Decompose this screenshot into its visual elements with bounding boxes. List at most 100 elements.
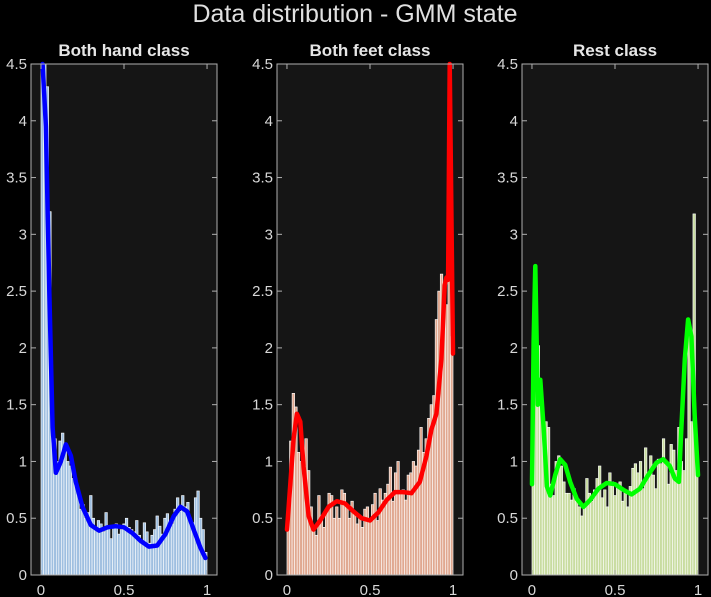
histogram-bar — [628, 486, 632, 576]
y-tick-label: 4.5 — [252, 56, 273, 73]
histogram-bar — [651, 474, 655, 576]
y-tick-label: 1 — [265, 453, 273, 470]
histogram-bar — [605, 506, 609, 576]
histogram-bar — [695, 461, 699, 576]
subplot-title: Both hand class — [58, 41, 189, 60]
histogram-bar — [404, 499, 408, 576]
subplot-2: 0 0.5 1 1.5 2 2.5 3 3.5 4 4.5 0 0.5 1 Both feet class — [252, 41, 464, 597]
histogram-bar — [312, 527, 316, 576]
histogram-bar — [104, 512, 108, 576]
histogram-bar — [296, 452, 301, 576]
histogram-bar — [409, 472, 413, 576]
histogram-bar — [168, 527, 172, 576]
x-tick-label: 0.5 — [114, 582, 135, 597]
histogram-bar — [163, 517, 167, 576]
histogram-bar — [112, 524, 116, 576]
y-tick-label: 1.5 — [252, 397, 273, 414]
histogram-bar — [406, 474, 410, 576]
histogram-bar — [135, 520, 139, 576]
histogram-bar — [603, 489, 607, 576]
histogram-bar — [347, 517, 352, 576]
histogram-bar — [608, 472, 612, 576]
histogram-bar — [376, 520, 380, 576]
histogram-bar — [63, 444, 67, 576]
histogram-bar — [445, 304, 449, 576]
histogram-bar — [416, 449, 421, 576]
histogram-bar — [559, 465, 563, 576]
histogram-bar — [682, 470, 686, 576]
histogram-bar — [117, 533, 121, 576]
histogram-bar — [641, 488, 645, 576]
histogram-bar — [401, 489, 405, 576]
histogram-bar — [332, 517, 336, 576]
histogram-bar — [564, 492, 569, 576]
histogram-bar — [674, 470, 678, 576]
histogram-bar — [314, 534, 318, 576]
histogram-bar — [319, 517, 324, 576]
histogram-bar — [322, 527, 326, 576]
histogram-bar — [66, 461, 70, 576]
histogram-bar — [358, 517, 362, 576]
histogram-bar — [107, 527, 111, 576]
y-tick-label: 1.5 — [6, 397, 27, 414]
y-tick-label: 2 — [265, 340, 273, 357]
y-tick-label: 3.5 — [252, 170, 273, 187]
histogram-bar — [381, 499, 385, 576]
histogram-bar — [690, 421, 694, 576]
y-tick-label: 2.5 — [252, 283, 273, 300]
histogram-bar — [73, 478, 78, 576]
histogram-bar — [122, 523, 126, 576]
histogram-bar — [590, 500, 594, 576]
histogram-bar — [76, 495, 80, 576]
histogram-bar — [411, 461, 416, 576]
histogram-bar — [659, 463, 663, 576]
y-tick-label: 3 — [19, 226, 27, 243]
histogram-bar — [552, 495, 556, 576]
y-tick-label: 3 — [265, 226, 273, 243]
y-tick-label: 3.5 — [497, 170, 518, 187]
histogram-bar — [393, 472, 398, 576]
histogram-bar — [391, 500, 395, 576]
x-tick-label: 0 — [528, 582, 536, 597]
histogram-bar — [158, 525, 162, 576]
figure-title: Data distribution - GMM state — [192, 0, 517, 28]
histogram-bar — [644, 447, 648, 576]
histogram-bar — [600, 497, 604, 576]
histogram-bar — [40, 63, 44, 576]
histogram-bar — [638, 461, 643, 576]
histogram-bar — [580, 515, 584, 576]
histogram-bar — [114, 523, 118, 576]
x-tick-label: 1 — [449, 582, 457, 597]
histogram-bar — [94, 529, 98, 576]
histogram-bar — [577, 506, 581, 576]
y-tick-label: 0 — [510, 567, 518, 584]
histogram-bar — [183, 506, 187, 576]
y-tick-label: 1.5 — [497, 397, 518, 414]
y-tick-label: 0 — [19, 567, 27, 584]
histogram-bar — [549, 483, 553, 576]
histogram-bar — [633, 463, 638, 576]
histogram-bar — [89, 495, 93, 576]
y-tick-label: 0.5 — [252, 510, 273, 527]
histogram-bar — [419, 427, 423, 576]
histogram-bar — [434, 319, 439, 576]
x-tick-label: 0 — [283, 582, 291, 597]
y-tick-label: 4 — [19, 113, 27, 130]
y-tick-label: 0.5 — [6, 510, 27, 527]
histogram-bar — [575, 500, 579, 576]
y-tick-label: 4.5 — [497, 56, 518, 73]
y-tick-label: 4 — [265, 113, 273, 130]
y-tick-label: 2.5 — [497, 283, 518, 300]
y-tick-label: 3.5 — [6, 170, 27, 187]
histogram-bar — [101, 531, 106, 576]
x-tick-label: 1 — [203, 582, 211, 597]
histogram-bar — [610, 481, 615, 576]
y-tick-label: 2 — [19, 340, 27, 357]
histogram-bar — [623, 489, 627, 576]
x-tick-label: 0.5 — [360, 582, 381, 597]
histogram-bar — [631, 467, 635, 576]
histogram-bar — [140, 540, 144, 576]
histogram-bar — [170, 523, 175, 576]
histogram-bar — [317, 495, 321, 576]
histogram-bar — [567, 492, 571, 576]
